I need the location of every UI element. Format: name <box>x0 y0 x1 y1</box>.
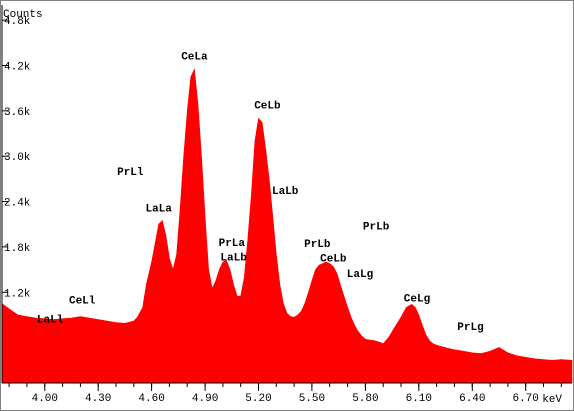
x-tick-label: 4.30 <box>85 393 111 405</box>
peak-label: LaLb <box>220 253 247 265</box>
y-tick-label: 4.8k <box>4 16 31 28</box>
peak-label: PrLa <box>219 238 246 250</box>
spectrum-area <box>1 68 573 384</box>
y-tick-label: 4.2k <box>4 62 31 74</box>
x-tick-label: 4.00 <box>32 393 58 405</box>
y-tick-label: 3.0k <box>4 152 31 164</box>
peak-label: PrLg <box>457 322 483 334</box>
peak-label: CeLb <box>320 253 347 265</box>
y-axis: 1.2k 1.8k 2.4k 3.0k 3.6k 4.2k 4.8k <box>1 5 31 383</box>
peak-label: LaLl <box>37 315 64 327</box>
spectrum-layer <box>1 68 573 384</box>
peak-label: CeLl <box>69 296 96 308</box>
y-axis-label: Counts <box>3 9 43 21</box>
y-tick-label: 1.8k <box>4 243 31 255</box>
peak-label: LaLa <box>145 203 172 215</box>
peak-label: CeLg <box>404 293 430 305</box>
x-tick-label: 4.90 <box>192 393 218 405</box>
peak-labels: LaLl CeLl PrLl LaLa CeLa PrLa LaLb CeLb LaLb PrLb… <box>37 51 484 334</box>
x-tick-label: 5.80 <box>352 393 378 405</box>
peak-label: CeLa <box>181 51 208 63</box>
x-tick-label: 4.60 <box>138 393 164 405</box>
x-tick-label: 6.70 <box>512 393 538 405</box>
y-tick-label: 1.2k <box>4 288 31 300</box>
peak-label: PrLb <box>363 222 390 234</box>
x-tick-label: 5.20 <box>245 393 271 405</box>
x-tick-label: 6.40 <box>459 393 485 405</box>
y-tick-label: 3.6k <box>4 107 31 119</box>
y-tick-label: 2.4k <box>4 198 31 210</box>
peak-label: LaLg <box>347 269 373 281</box>
peak-label: PrLb <box>304 239 331 251</box>
peak-label: PrLl <box>117 167 144 179</box>
x-axis-label: keV <box>542 394 562 406</box>
x-tick-label: 6.10 <box>406 393 432 405</box>
peak-label: CeLb <box>254 101 281 113</box>
peak-label: LaLb <box>272 186 299 198</box>
x-axis: 4.00 4.30 4.60 4.90 5.20 5.50 5.80 6.10 6.40 6.70 <box>2 382 572 405</box>
x-tick-label: 5.50 <box>299 393 325 405</box>
